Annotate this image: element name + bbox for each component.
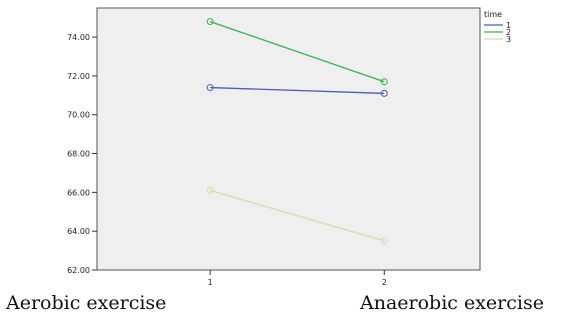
- series-point-3: [206, 186, 214, 194]
- series-line-2: [209, 20, 385, 83]
- series-point-1: [380, 89, 388, 97]
- y-tick-label: 68.00: [67, 150, 90, 159]
- series-point-1: [206, 84, 214, 92]
- series-point-2: [206, 18, 214, 26]
- y-tick-label: 66.00: [67, 188, 90, 197]
- plot-area: [96, 7, 481, 271]
- caption-aerobic-exercise: Aerobic exercise: [6, 292, 167, 314]
- x-tick-label: 1: [208, 278, 213, 287]
- legend-label-2: 2: [506, 28, 511, 37]
- caption-anaerobic-exercise: Anaerobic exercise: [360, 292, 544, 314]
- legend-label-1: 1: [506, 21, 511, 30]
- y-tick-label: 64.00: [67, 227, 90, 236]
- legend: time 123: [484, 10, 511, 44]
- series-point-3: [380, 237, 388, 245]
- y-tick-label: 70.00: [67, 111, 90, 120]
- series-line-1: [210, 86, 385, 95]
- y-tick-label: 72.00: [67, 72, 90, 81]
- legend-title: time: [484, 10, 502, 19]
- series-line-3: [209, 189, 385, 242]
- y-tick-label: 74.00: [67, 33, 90, 42]
- series-point-2: [380, 78, 388, 86]
- x-tick-label: 2: [382, 278, 387, 287]
- y-axis: 62.00 64.00 66.00 68.00 70.00 72.00 74.00: [67, 33, 97, 275]
- legend-label-3: 3: [506, 35, 511, 44]
- y-tick-label: 62.00: [67, 266, 90, 275]
- series-layer: [206, 18, 388, 245]
